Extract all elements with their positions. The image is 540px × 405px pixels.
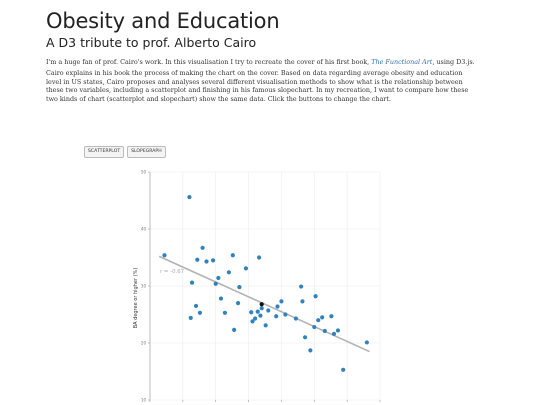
intro-text-end: , using D3.js. (432, 58, 475, 66)
trend-line (158, 255, 370, 353)
data-point (331, 331, 337, 336)
page-title: Obesity and Education (46, 9, 280, 33)
data-point (210, 258, 216, 263)
data-point (189, 280, 195, 285)
chart-type-buttons: SCATTERPLOT SLOPEGRAPH (84, 146, 166, 158)
data-point (341, 367, 346, 372)
scatterplot-button[interactable]: SCATTERPLOT (84, 146, 125, 158)
data-point (226, 270, 231, 275)
highlighted-point (259, 302, 264, 307)
x-ticks (149, 400, 381, 402)
data-point (197, 310, 203, 315)
y-tick-label: 10 (141, 397, 147, 402)
data-point (232, 327, 237, 332)
y-tick-label: 40 (141, 226, 147, 231)
data-point (263, 323, 268, 328)
description-paragraph: Cairo explains in his book the process o… (46, 69, 469, 103)
data-point (274, 314, 279, 319)
data-point (249, 310, 254, 315)
y-tick-label: 30 (141, 283, 147, 288)
correlation-annotation: r = -0.67 (160, 269, 184, 275)
page-content: Obesity and Education A D3 tribute to pr… (46, 8, 476, 103)
data-point (299, 284, 304, 289)
data-point (256, 255, 262, 260)
data-point (266, 308, 271, 313)
page-subtitle: A D3 tribute to prof. Alberto Cairo (46, 35, 257, 50)
data-point (313, 294, 318, 299)
data-point (302, 335, 308, 340)
data-point (308, 348, 313, 353)
data-point (187, 194, 192, 200)
data-point (193, 303, 199, 309)
data-point (316, 318, 321, 323)
data-point (312, 324, 317, 330)
data-point (216, 275, 221, 281)
data-point (222, 310, 228, 315)
y-ticks: 10 20 30 40 50 (141, 169, 150, 402)
data-point (259, 306, 264, 311)
intro-paragraph: I'm a huge fan of prof. Cairo's work. In… (46, 58, 476, 66)
data-point (283, 312, 288, 317)
data-point (237, 285, 242, 290)
data-point (320, 315, 325, 320)
chart-grid (149, 171, 381, 401)
data-point (188, 315, 193, 321)
y-tick-label: 50 (141, 169, 147, 174)
data-point (200, 245, 205, 250)
data-point (329, 314, 334, 319)
y-tick-label: 20 (141, 340, 147, 345)
data-point (243, 266, 249, 271)
intro-text: I'm a huge fan of prof. Cairo's work. In… (46, 58, 372, 66)
functional-art-link[interactable]: The Functional Art (371, 58, 433, 66)
data-point (204, 259, 209, 264)
data-point (213, 281, 218, 286)
data-point (230, 253, 235, 258)
data-point (250, 319, 255, 324)
data-point (293, 316, 298, 321)
data-point (162, 253, 167, 258)
data-point (279, 299, 284, 304)
data-point (218, 296, 224, 301)
data-point (235, 301, 241, 306)
y-axis-label: BA degree or higher (%) (133, 268, 139, 329)
slopegraph-button[interactable]: SLOPEGRAPH (127, 146, 166, 158)
data-point (258, 313, 263, 318)
data-points (162, 194, 369, 372)
data-point (322, 328, 327, 334)
data-point (195, 257, 200, 262)
data-point (275, 304, 280, 309)
data-point (255, 309, 260, 314)
data-point (300, 299, 305, 304)
data-point (253, 316, 258, 321)
data-point (364, 340, 369, 345)
data-point (335, 328, 341, 333)
